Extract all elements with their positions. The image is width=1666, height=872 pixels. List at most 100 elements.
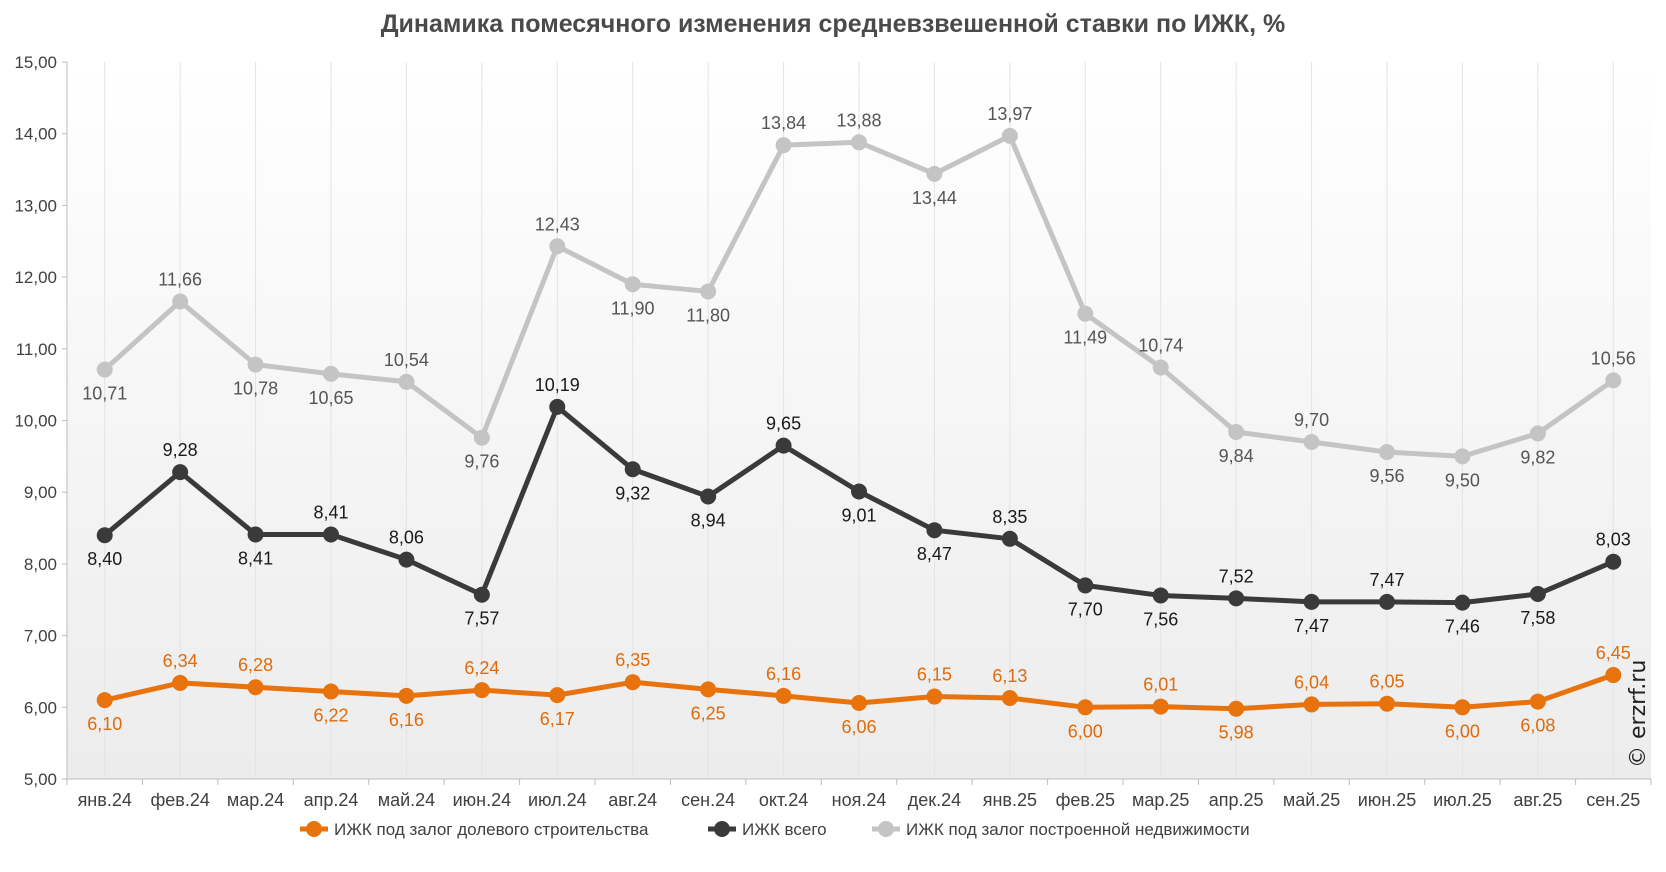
data-point bbox=[1001, 127, 1018, 144]
data-label: 8,40 bbox=[87, 549, 122, 569]
data-label: 5,98 bbox=[1219, 723, 1254, 743]
data-point bbox=[1077, 305, 1094, 322]
legend-swatch-marker bbox=[878, 821, 894, 837]
data-point bbox=[1379, 444, 1395, 461]
data-label: 8,94 bbox=[691, 511, 726, 531]
data-label: 10,71 bbox=[82, 384, 127, 404]
data-label: 7,47 bbox=[1294, 616, 1329, 636]
data-label: 8,03 bbox=[1596, 530, 1631, 550]
data-point bbox=[775, 137, 792, 154]
data-point bbox=[624, 674, 641, 691]
data-label: 8,47 bbox=[917, 544, 952, 564]
data-point bbox=[1454, 448, 1471, 465]
data-point bbox=[1529, 425, 1546, 442]
data-point bbox=[247, 679, 264, 696]
data-label: 11,80 bbox=[686, 305, 730, 325]
x-tick-label: авг.25 bbox=[1513, 790, 1562, 810]
data-label: 10,54 bbox=[384, 350, 429, 370]
series-layer bbox=[96, 127, 1622, 717]
data-point bbox=[1001, 530, 1018, 547]
x-tick-label: мар.24 bbox=[227, 790, 284, 810]
data-label: 9,32 bbox=[615, 483, 650, 503]
data-point bbox=[775, 437, 792, 454]
data-label: 9,82 bbox=[1520, 447, 1555, 467]
data-point bbox=[700, 283, 717, 300]
data-label: 7,47 bbox=[1369, 570, 1404, 590]
data-label: 6,01 bbox=[1143, 675, 1178, 695]
y-tick-label: 15,00 bbox=[14, 53, 57, 72]
x-tick-label: май.24 bbox=[378, 790, 435, 810]
data-point bbox=[1152, 698, 1169, 715]
data-point bbox=[700, 488, 717, 505]
data-label: 6,08 bbox=[1520, 716, 1555, 736]
data-label: 7,57 bbox=[464, 609, 499, 629]
data-label: 9,84 bbox=[1219, 446, 1254, 466]
x-tick-label: сен.24 bbox=[681, 790, 735, 810]
legend-label: ИЖК под залог построенной недвижимости bbox=[906, 820, 1250, 839]
data-label: 6,10 bbox=[87, 714, 122, 734]
watermark: © erzrf.ru bbox=[1626, 660, 1651, 768]
data-point bbox=[1529, 586, 1546, 603]
data-point bbox=[1529, 693, 1546, 710]
data-point bbox=[624, 276, 641, 293]
data-point bbox=[1303, 696, 1320, 713]
data-point bbox=[1605, 553, 1622, 570]
x-tick-label: авг.24 bbox=[608, 790, 657, 810]
data-point bbox=[96, 361, 113, 378]
data-label: 12,43 bbox=[535, 214, 580, 234]
y-tick-label: 5,00 bbox=[24, 770, 57, 789]
data-label: 7,58 bbox=[1520, 608, 1555, 628]
y-tick-label: 9,00 bbox=[24, 483, 57, 502]
data-label: 6,28 bbox=[238, 655, 273, 675]
data-point bbox=[1001, 689, 1018, 706]
data-label: 13,97 bbox=[987, 104, 1032, 124]
data-point bbox=[172, 293, 189, 310]
data-label: 8,41 bbox=[238, 549, 273, 569]
data-label: 10,56 bbox=[1591, 348, 1636, 368]
data-point bbox=[1379, 695, 1395, 712]
data-point bbox=[473, 682, 490, 699]
data-point bbox=[926, 165, 943, 182]
data-label: 10,19 bbox=[535, 375, 580, 395]
x-tick-label: янв.25 bbox=[983, 790, 1037, 810]
data-label: 6,35 bbox=[615, 650, 650, 670]
data-point bbox=[96, 527, 113, 544]
y-tick-label: 14,00 bbox=[14, 125, 57, 144]
data-point bbox=[1454, 699, 1471, 716]
data-label: 6,22 bbox=[313, 706, 348, 726]
data-point bbox=[473, 586, 490, 603]
data-label: 9,65 bbox=[766, 414, 801, 434]
data-point bbox=[1228, 423, 1245, 440]
data-label: 6,34 bbox=[163, 651, 198, 671]
data-point bbox=[1077, 577, 1094, 594]
data-label: 9,01 bbox=[841, 505, 876, 525]
axes: 5,00 6,00 7,00 8,00 9,00 10,00 11,00 12,00 13,00… bbox=[14, 53, 1652, 810]
data-label: 6,06 bbox=[841, 717, 876, 737]
data-point bbox=[1303, 434, 1320, 451]
data-point bbox=[1379, 593, 1395, 610]
x-tick-label: апр.24 bbox=[304, 790, 359, 810]
data-point bbox=[172, 674, 189, 691]
data-label: 9,76 bbox=[464, 452, 499, 472]
y-tick-label: 10,00 bbox=[14, 412, 57, 431]
grid-lines bbox=[104, 62, 1614, 779]
data-label: 6,04 bbox=[1294, 672, 1329, 692]
data-label: 13,44 bbox=[912, 188, 957, 208]
data-point bbox=[323, 683, 339, 700]
data-point bbox=[1152, 359, 1169, 376]
x-tick-label: фев.25 bbox=[1056, 790, 1115, 810]
data-point bbox=[851, 134, 867, 151]
data-label: 9,56 bbox=[1369, 466, 1404, 486]
data-label: 6,25 bbox=[691, 703, 726, 723]
data-point bbox=[549, 238, 566, 255]
data-label: 7,46 bbox=[1445, 617, 1480, 637]
y-tick-label: 11,00 bbox=[16, 340, 57, 359]
x-tick-label: сен.25 bbox=[1586, 790, 1640, 810]
data-label: 11,49 bbox=[1063, 328, 1107, 348]
data-label: 9,70 bbox=[1294, 410, 1329, 430]
x-tick-label: июл.25 bbox=[1433, 790, 1492, 810]
data-point bbox=[247, 356, 264, 373]
data-label: 10,74 bbox=[1138, 335, 1183, 355]
data-point bbox=[323, 526, 339, 543]
y-tick-label: 13,00 bbox=[14, 196, 57, 215]
